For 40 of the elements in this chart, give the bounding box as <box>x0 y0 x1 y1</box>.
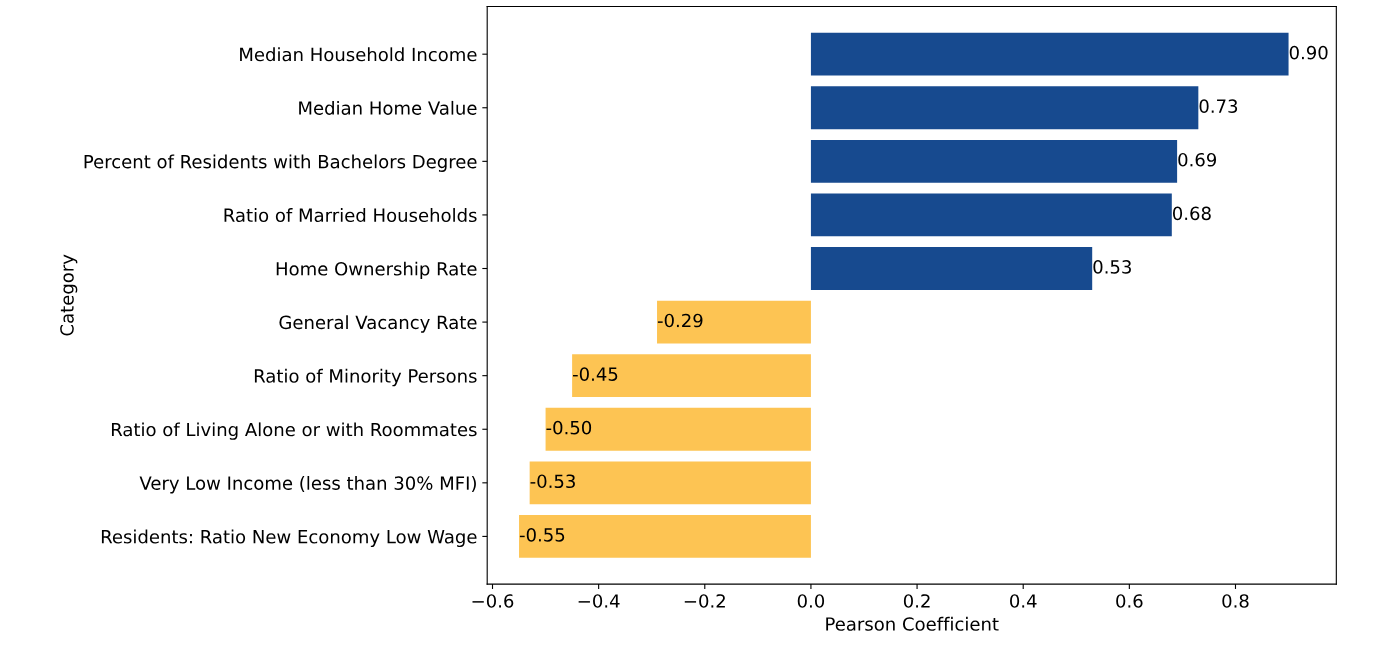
y-tick-label: General Vacancy Rate <box>279 315 477 333</box>
bar <box>810 86 1199 130</box>
bar <box>545 407 811 451</box>
data-label: 0.73 <box>1199 99 1238 113</box>
x-axis-title: Pearson Coefficient <box>826 616 999 631</box>
y-tick-label: Median Household Income <box>240 47 477 62</box>
data-label: 0.90 <box>1289 45 1328 60</box>
data-label: -0.50 <box>546 420 592 435</box>
data-label: -0.53 <box>530 474 575 489</box>
y-tick-label: Percent of Residents with Bachelors Degree <box>84 154 477 172</box>
x-tick-label: 0.0 <box>797 594 825 608</box>
bar <box>529 461 811 505</box>
y-tick-label: Ratio of Minority Persons <box>254 368 477 387</box>
bar <box>810 193 1172 237</box>
data-label: 0.53 <box>1093 260 1131 274</box>
data-label: -0.29 <box>657 313 703 328</box>
x-tick-label: 0.6 <box>1116 594 1143 608</box>
y-tick-label: Ratio of Married Households <box>224 208 477 223</box>
x-tick-label: 0.4 <box>1010 594 1037 608</box>
x-tick-label: −0.6 <box>472 594 514 608</box>
x-tick-label: −0.4 <box>578 594 620 608</box>
y-axis-title: Category <box>60 254 78 336</box>
bar <box>810 139 1178 183</box>
x-tick-label: 0.8 <box>1222 594 1249 608</box>
bar <box>810 32 1289 76</box>
y-tick-label: Home Ownership Rate <box>276 261 477 280</box>
bar <box>572 354 811 398</box>
y-tick-label: Median Home Value <box>299 100 477 115</box>
data-label: -0.45 <box>573 367 618 381</box>
bar <box>519 514 811 558</box>
data-label: -0.55 <box>519 527 565 542</box>
bar <box>810 247 1093 290</box>
y-tick-label: Very Low Income (less than 30% MFI) <box>139 475 476 494</box>
x-tick-label: −0.2 <box>684 594 725 608</box>
bar <box>657 300 811 344</box>
y-tick-label: Ratio of Living Alone or with Roommates <box>111 422 477 440</box>
x-tick-label: 0.2 <box>903 594 930 608</box>
data-label: 0.68 <box>1172 206 1211 221</box>
data-label: 0.69 <box>1178 152 1217 167</box>
y-tick-label: Residents: Ratio New Economy Low Wage <box>101 529 477 548</box>
